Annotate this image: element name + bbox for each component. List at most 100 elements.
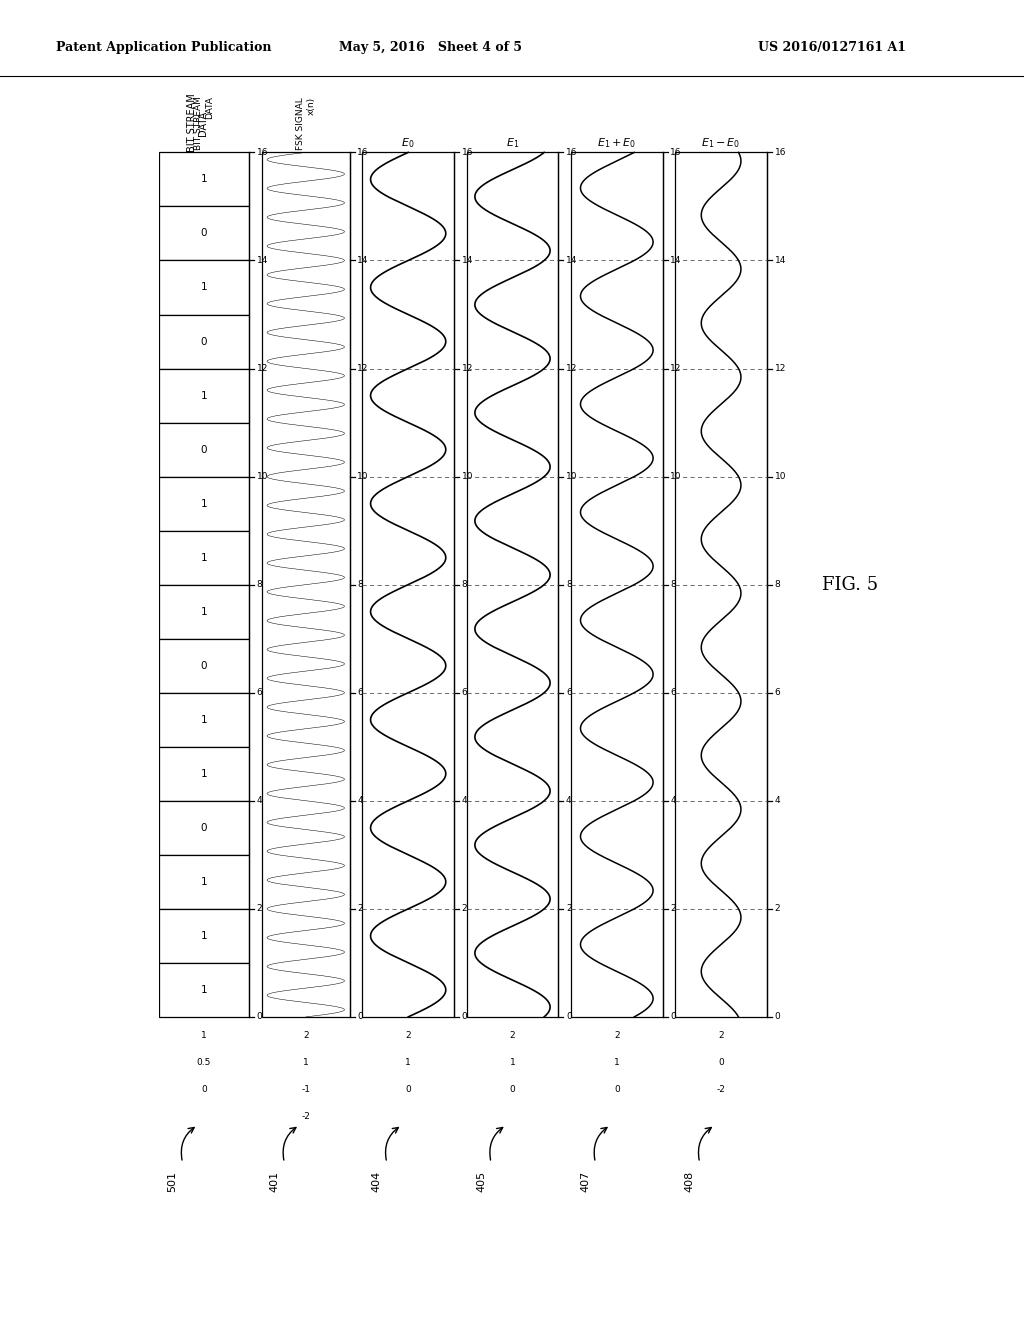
Text: 2: 2	[566, 904, 571, 913]
Text: 0: 0	[201, 228, 207, 239]
Text: 2: 2	[357, 904, 362, 913]
Text: -1: -1	[301, 1085, 310, 1094]
Text: 1: 1	[510, 1059, 515, 1068]
Text: Patent Application Publication: Patent Application Publication	[56, 41, 271, 54]
Text: 0: 0	[201, 337, 207, 347]
Text: 1: 1	[201, 714, 207, 725]
Text: 8: 8	[257, 581, 262, 589]
Text: 14: 14	[566, 256, 578, 265]
Text: FSK SIGNAL
x(n): FSK SIGNAL x(n)	[296, 96, 315, 149]
Text: 2: 2	[510, 1031, 515, 1040]
Bar	[159, 477, 249, 531]
Bar	[571, 152, 663, 1016]
Text: 1: 1	[201, 768, 207, 779]
Text: 16: 16	[566, 148, 578, 157]
Text: 6: 6	[462, 688, 467, 697]
Bar	[159, 639, 249, 693]
Text: 14: 14	[462, 256, 473, 265]
Bar	[159, 260, 249, 314]
Text: 1: 1	[201, 553, 207, 562]
Bar	[159, 909, 249, 962]
Text: 405: 405	[476, 1171, 486, 1192]
Text: 2: 2	[462, 904, 467, 913]
Text: 1: 1	[614, 1059, 620, 1068]
Bar	[159, 152, 249, 206]
Bar	[675, 152, 767, 1016]
Text: US 2016/0127161 A1: US 2016/0127161 A1	[758, 41, 906, 54]
Text: 0: 0	[201, 661, 207, 671]
Text: 407: 407	[581, 1171, 591, 1192]
Text: -2: -2	[717, 1085, 726, 1094]
Text: 1: 1	[201, 282, 207, 293]
Text: 16: 16	[462, 148, 473, 157]
Text: 6: 6	[257, 688, 262, 697]
Text: 2: 2	[614, 1031, 620, 1040]
Text: May 5, 2016   Sheet 4 of 5: May 5, 2016 Sheet 4 of 5	[339, 41, 521, 54]
Text: -2: -2	[301, 1113, 310, 1122]
Text: $E_0$: $E_0$	[401, 136, 415, 149]
Text: $E_1+E_0$: $E_1+E_0$	[597, 136, 637, 149]
Text: 501: 501	[168, 1171, 177, 1192]
Bar	[159, 368, 249, 422]
Text: 2: 2	[718, 1031, 724, 1040]
Text: 12: 12	[670, 364, 682, 374]
Text: BIT STREAM
DATA: BIT STREAM DATA	[195, 96, 214, 149]
Text: 0: 0	[357, 1012, 364, 1022]
Text: 8: 8	[462, 581, 467, 589]
Bar	[467, 152, 558, 1016]
Bar	[159, 206, 249, 260]
Text: 0.5: 0.5	[197, 1059, 211, 1068]
Text: 0: 0	[201, 1085, 207, 1094]
Text: 16: 16	[257, 148, 268, 157]
Text: 10: 10	[462, 473, 473, 480]
Bar	[362, 152, 454, 1016]
Text: 1: 1	[201, 174, 207, 185]
Text: 10: 10	[357, 473, 369, 480]
Text: 4: 4	[257, 796, 262, 805]
Text: 1: 1	[201, 499, 207, 508]
Text: 0: 0	[462, 1012, 467, 1022]
Bar	[262, 152, 350, 1016]
Bar	[159, 422, 249, 477]
Text: 8: 8	[774, 581, 780, 589]
Text: 6: 6	[566, 688, 571, 697]
Bar	[159, 801, 249, 855]
Text: 2: 2	[670, 904, 676, 913]
Text: 0: 0	[718, 1059, 724, 1068]
Text: 4: 4	[566, 796, 571, 805]
Text: 0: 0	[257, 1012, 262, 1022]
Text: 8: 8	[357, 581, 364, 589]
Bar	[159, 693, 249, 747]
Text: 14: 14	[670, 256, 682, 265]
Bar	[159, 962, 249, 1016]
Text: 8: 8	[670, 581, 676, 589]
Text: 12: 12	[462, 364, 473, 374]
Text: 12: 12	[257, 364, 268, 374]
Text: 10: 10	[257, 473, 268, 480]
Text: 1: 1	[406, 1059, 411, 1068]
Text: 0: 0	[201, 445, 207, 454]
Text: $E_1-E_0$: $E_1-E_0$	[701, 136, 740, 149]
Text: 2: 2	[774, 904, 780, 913]
Text: 12: 12	[357, 364, 369, 374]
Text: 401: 401	[269, 1171, 280, 1192]
Text: 16: 16	[774, 148, 786, 157]
Text: 16: 16	[357, 148, 369, 157]
Text: $E_1$: $E_1$	[506, 136, 519, 149]
Text: 16: 16	[670, 148, 682, 157]
Text: 4: 4	[670, 796, 676, 805]
Text: 10: 10	[566, 473, 578, 480]
Text: 4: 4	[357, 796, 362, 805]
Text: 10: 10	[774, 473, 786, 480]
Text: 0: 0	[566, 1012, 571, 1022]
Text: 0: 0	[774, 1012, 780, 1022]
Bar	[159, 747, 249, 801]
Text: 10: 10	[670, 473, 682, 480]
Text: BIT STREAM
DATA: BIT STREAM DATA	[186, 94, 209, 152]
Text: 14: 14	[257, 256, 268, 265]
Text: 0: 0	[670, 1012, 676, 1022]
Text: 2: 2	[303, 1031, 308, 1040]
Text: 0: 0	[201, 822, 207, 833]
Text: 6: 6	[774, 688, 780, 697]
Text: 1: 1	[201, 931, 207, 941]
